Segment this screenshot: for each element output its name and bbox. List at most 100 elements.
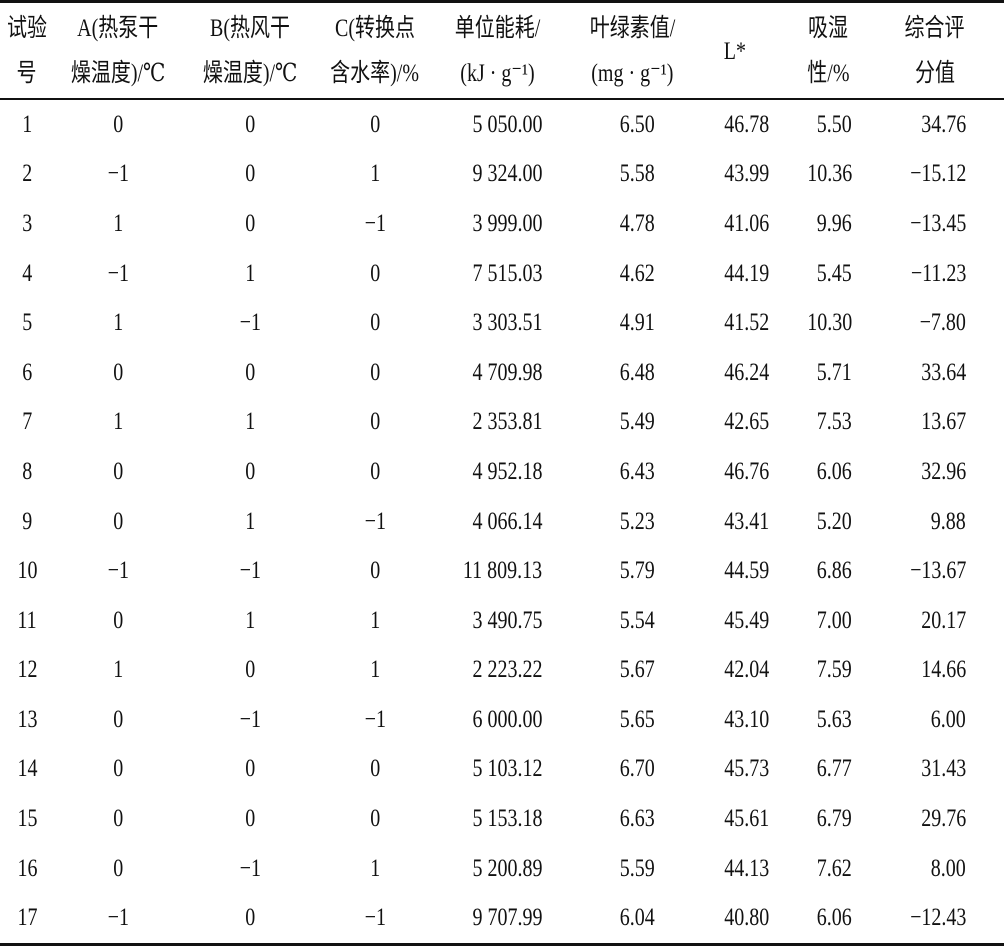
- table-cell: −1: [364, 507, 386, 535]
- table-cell: 0: [370, 755, 380, 783]
- table-cell: 5.71: [817, 358, 852, 386]
- table-cell: 1: [245, 259, 255, 287]
- table-cell: 5.45: [817, 259, 852, 287]
- table-cell: 5.54: [620, 606, 655, 634]
- table-cell: 0: [245, 110, 255, 138]
- table-cell: 0: [245, 904, 255, 932]
- table-cell: 33.64: [921, 358, 966, 386]
- table-cell: 6.06: [817, 904, 852, 932]
- table-cell: 0: [113, 705, 123, 733]
- table-cell: 0: [370, 408, 380, 436]
- table-cell: 14.66: [921, 656, 966, 684]
- table-cell: 11: [17, 606, 37, 634]
- table-cell: 44.19: [724, 259, 769, 287]
- table-cell: 14: [17, 755, 37, 783]
- table-cell: 0: [245, 805, 255, 833]
- table-cell: 6.50: [620, 110, 655, 138]
- table-cell: 1: [22, 110, 32, 138]
- table-cell: −1: [364, 209, 386, 237]
- bottom-rule: [0, 943, 1004, 946]
- table-cell: 10.36: [807, 160, 852, 188]
- table-cell: −1: [239, 309, 261, 337]
- table-cell: −1: [239, 557, 261, 585]
- table-cell: 7.00: [817, 606, 852, 634]
- header-cell: 含水率)/%: [330, 60, 420, 87]
- table-cell: −1: [239, 854, 261, 882]
- table-cell: 0: [370, 259, 380, 287]
- table-cell: 7: [22, 408, 32, 436]
- table-cell: 46.24: [724, 358, 769, 386]
- table-cell: 6.70: [620, 755, 655, 783]
- table-cell: −13.67: [909, 557, 966, 585]
- table-cell: 45.73: [724, 755, 769, 783]
- table-cell: 1: [245, 408, 255, 436]
- table-cell: 0: [245, 755, 255, 783]
- table-cell: 41.52: [724, 309, 769, 337]
- table-cell: 4 952.18: [472, 457, 542, 485]
- header-cell: A(热泵干: [77, 15, 159, 42]
- header-cell: 性/%: [806, 60, 850, 87]
- table-cell: 16: [17, 854, 37, 882]
- table-cell: 5: [22, 309, 32, 337]
- header-cell: (kJ · g⁻¹): [459, 60, 535, 87]
- table-cell: −1: [107, 259, 129, 287]
- table-cell: 1: [370, 656, 380, 684]
- table-cell: 0: [370, 309, 380, 337]
- header-cell: C(转换点: [334, 15, 415, 42]
- table-cell: 15: [17, 805, 37, 833]
- table-cell: 10.30: [807, 309, 852, 337]
- table-cell: 4: [22, 259, 32, 287]
- table-cell: 0: [245, 457, 255, 485]
- table-cell: 1: [113, 209, 123, 237]
- table-cell: 7 515.03: [472, 259, 542, 287]
- header-cell: 燥温度)/℃: [202, 60, 298, 87]
- table-cell: 44.13: [724, 854, 769, 882]
- table-cell: 8.00: [931, 854, 966, 882]
- table-cell: 1: [245, 507, 255, 535]
- table-cell: −1: [364, 904, 386, 932]
- table-cell: 0: [245, 358, 255, 386]
- table-cell: 5 200.89: [472, 854, 542, 882]
- table-cell: 9 324.00: [472, 160, 542, 188]
- table-cell: 0: [245, 656, 255, 684]
- header-cell: 综合评: [904, 15, 965, 42]
- table-cell: 6.86: [817, 557, 852, 585]
- table-cell: 6.00: [931, 705, 966, 733]
- header-cell: 吸湿: [807, 15, 848, 42]
- table-cell: 6: [22, 358, 32, 386]
- table-cell: 1: [245, 606, 255, 634]
- table-cell: 1: [113, 309, 123, 337]
- table-cell: 5.20: [817, 507, 852, 535]
- table-cell: 12: [17, 656, 37, 684]
- table-cell: 9.96: [817, 209, 852, 237]
- table-cell: 6.04: [620, 904, 655, 932]
- table-cell: 0: [113, 606, 123, 634]
- table-cell: 17: [17, 904, 37, 932]
- table-cell: 6.48: [620, 358, 655, 386]
- top-rule: [0, 0, 1004, 3]
- table-cell: 1: [370, 854, 380, 882]
- table-cell: 7.62: [817, 854, 852, 882]
- table-cell: 5.50: [817, 110, 852, 138]
- table-cell: 11 809.13: [462, 557, 542, 585]
- header-cell: 燥温度)/℃: [70, 60, 166, 87]
- table-cell: 5.58: [620, 160, 655, 188]
- table-cell: 1: [370, 160, 380, 188]
- table-cell: 3: [22, 209, 32, 237]
- table-cell: 43.10: [724, 705, 769, 733]
- header-cell: 叶绿素值/: [589, 15, 675, 42]
- table-cell: 5 153.18: [472, 805, 542, 833]
- table-cell: 0: [113, 805, 123, 833]
- table-cell: 0: [370, 805, 380, 833]
- table-cell: 5.59: [620, 854, 655, 882]
- table-cell: 2: [22, 160, 32, 188]
- table-cell: 34.76: [921, 110, 966, 138]
- table-cell: 6.63: [620, 805, 655, 833]
- table-cell: 20.17: [921, 606, 966, 634]
- table-cell: 4 066.14: [472, 507, 542, 535]
- header-rule: [0, 98, 1004, 100]
- table-cell: 6.43: [620, 457, 655, 485]
- table-cell: 0: [370, 110, 380, 138]
- table-cell: −1: [364, 705, 386, 733]
